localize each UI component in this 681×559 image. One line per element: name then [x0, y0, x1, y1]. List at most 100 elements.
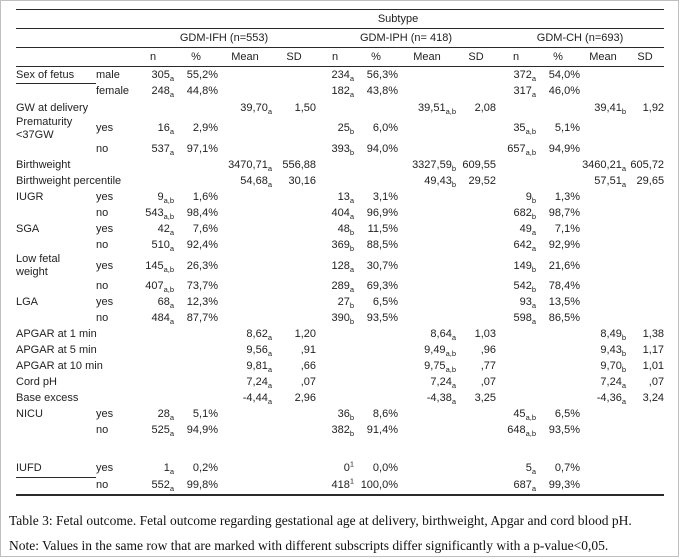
value-text: 1,20 [294, 328, 316, 341]
value-text: 49,43 [424, 174, 452, 187]
value-cell [580, 84, 626, 101]
value-cell [536, 100, 580, 116]
value-cell: 39,41b [580, 100, 626, 116]
table-row: no 552a 99,8% 4181 100,0% 687a 99,3% [16, 477, 665, 495]
value-cell [272, 67, 316, 84]
stat-header-row: n% Mean SD n% Mean SD n% Mean SD [16, 48, 665, 67]
table-row: female 248a 44,8% 182a 43,8% 317a 46,0% [16, 84, 664, 101]
value-text: 48 [337, 222, 350, 235]
value-cell: 2,08 [456, 100, 496, 116]
value-text: 96,9% [366, 206, 398, 219]
value-cell [398, 205, 456, 221]
row-sublabel [96, 157, 132, 173]
subscript-marker: a [621, 381, 626, 391]
value-cell: 28a [132, 407, 174, 423]
value-cell [580, 477, 626, 495]
value-cell [398, 279, 456, 295]
value-text: 404 [331, 206, 350, 219]
value-text: 543 [145, 206, 164, 219]
value-cell: 12,3% [174, 295, 218, 311]
subscript-marker: b [621, 106, 626, 116]
value-cell: 93a [496, 295, 536, 311]
table-row: Base excess -4,44a 2,96 -4,38a 3,25 -4,36a 3,2… [16, 391, 664, 407]
value-cell [626, 295, 664, 311]
table-row: GW at delivery 39,70a 1,50 39,51a,b 2,08 39,4… [16, 100, 664, 116]
value-cell [456, 205, 496, 221]
row-sublabel: female [96, 85, 130, 98]
subscript-marker: a [531, 484, 536, 494]
subscript-marker: a [349, 74, 354, 84]
value-text: 94,0% [366, 142, 398, 155]
empty-cell [16, 10, 132, 29]
value-cell: 97,1% [174, 141, 218, 157]
table-row: LGA yes 68a 12,3% 27b 6,5% 93a 13,5% [16, 295, 664, 311]
value-text: 682 [513, 206, 532, 219]
subscript-marker: a,b [525, 413, 536, 423]
value-text: 42 [157, 222, 170, 235]
value-text: 9 [525, 190, 532, 203]
value-text: 7,1% [554, 222, 580, 235]
table-row: no 525a 94,9% 382b 91,4% 648a,b 93,5% [16, 423, 664, 439]
value-cell: 8,64a [398, 327, 456, 343]
subscript-marker: a [267, 180, 272, 190]
value-text: 657 [507, 142, 526, 155]
subscript-marker: a [267, 106, 272, 116]
value-cell [456, 253, 496, 278]
value-text: 9,70 [600, 360, 622, 373]
value-cell: 149b [496, 253, 536, 278]
value-text: 372 [513, 68, 532, 81]
value-cell [626, 141, 664, 157]
subscript-marker: a [349, 90, 354, 100]
row-label: NICU [16, 408, 43, 421]
subscript-marker: b [349, 317, 354, 327]
value-cell [580, 423, 626, 439]
table-row: APGAR at 1 min 8,62a 1,20 8,64a 1,03 8,49b 1,3… [16, 327, 664, 343]
value-cell: 21,6% [536, 253, 580, 278]
value-cell: 99,8% [174, 477, 218, 495]
value-cell: 9,81a [218, 359, 272, 375]
value-text: 7,24 [600, 376, 622, 389]
table-row: no 407a,b 73,7% 289a 69,3% 542b 78,4% [16, 279, 664, 295]
value-cell: 3,25 [456, 391, 496, 407]
row-sublabel: no [96, 142, 109, 155]
row-sublabel [96, 343, 132, 359]
subscript-marker: b [621, 365, 626, 375]
row-sublabel: no [96, 280, 109, 293]
value-text: 100,0% [360, 478, 398, 491]
subscript-marker: a [451, 397, 456, 407]
row-sublabel [96, 391, 132, 407]
value-text: 525 [151, 424, 170, 437]
value-cell [580, 253, 626, 278]
value-cell [456, 84, 496, 101]
value-cell [398, 461, 456, 478]
value-cell: -4,36a [580, 391, 626, 407]
value-cell [626, 205, 664, 221]
value-cell: 69,3% [354, 279, 398, 295]
value-cell [218, 205, 272, 221]
value-cell: 49a [496, 221, 536, 237]
value-cell [272, 407, 316, 423]
value-cell [580, 279, 626, 295]
value-text: 35 [513, 122, 526, 135]
superscript-marker: 1 [349, 459, 354, 469]
table-row: APGAR at 5 min 9,56a ,91 9,49a,b ,96 9,43b 1,1… [16, 343, 664, 359]
subscript-marker: a [267, 365, 272, 375]
value-cell: 3327,59b [398, 157, 456, 173]
value-cell: 9,75a,b [398, 359, 456, 375]
value-cell: 3,24 [626, 391, 664, 407]
subscript-marker: a,b [445, 365, 456, 375]
value-cell: 145a,b [132, 253, 174, 278]
subscript-marker: b [531, 212, 536, 222]
value-cell [398, 237, 456, 253]
value-cell: 39,51a,b [398, 100, 456, 116]
value-text: 552 [151, 478, 170, 491]
value-cell: 86,5% [536, 311, 580, 327]
value-cell: 682b [496, 205, 536, 221]
value-cell [272, 423, 316, 439]
subscript-marker: b [349, 301, 354, 311]
value-cell: 26,3% [174, 253, 218, 278]
value-cell: 87,7% [174, 311, 218, 327]
value-text: 9 [157, 190, 164, 203]
value-cell [456, 189, 496, 205]
value-cell [174, 100, 218, 116]
